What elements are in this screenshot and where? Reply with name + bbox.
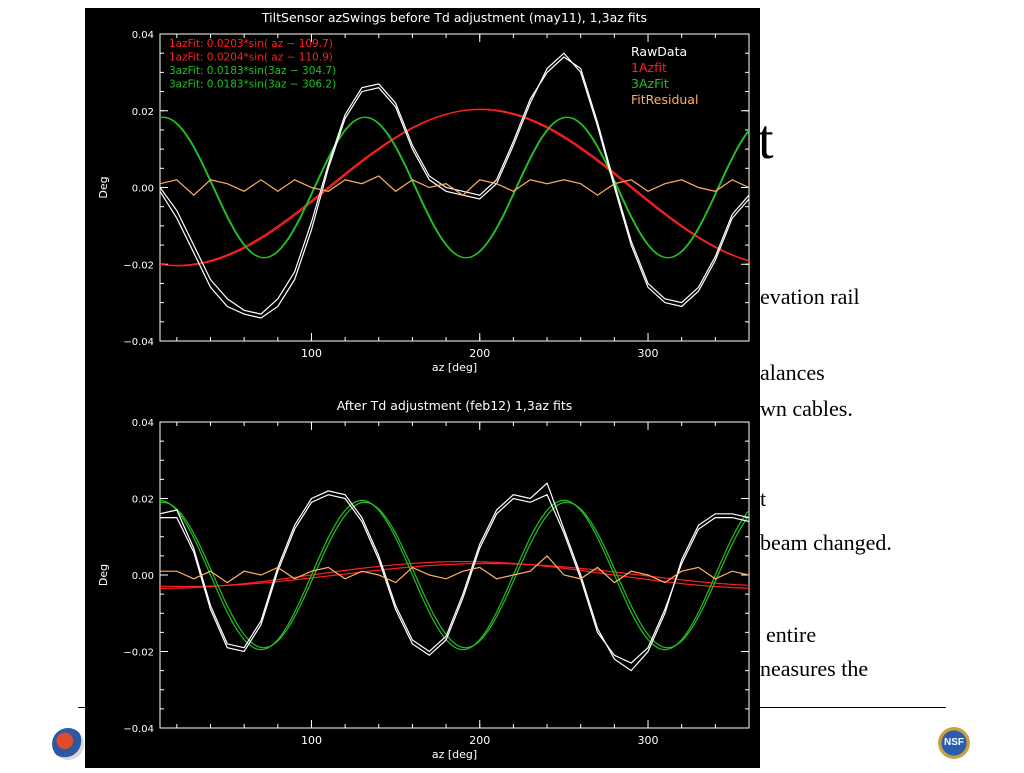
chart1-xtick-label: 300	[638, 347, 659, 360]
chart1-fit-annotation: 3azFit: 0.0183*sin(3az − 306.2)	[169, 79, 336, 91]
chart1-legend-entry: RawData	[631, 44, 687, 59]
chart1-series-1az-fit	[160, 108, 749, 267]
chart1-ytick-label: −0.02	[123, 260, 154, 271]
slide-text-2: alances	[760, 360, 825, 385]
plot-panel: TiltSensor azSwings before Td adjustment…	[85, 8, 760, 768]
chart1-xlabel: az [deg]	[432, 361, 477, 374]
slide-text-1: evation rail	[760, 284, 860, 309]
chart1-ytick-label: 0.04	[132, 30, 154, 41]
chart1-title: TiltSensor azSwings before Td adjustment…	[261, 10, 647, 25]
chart1-series-1az-fit	[160, 108, 749, 266]
chart1-series-3az-fit	[160, 116, 749, 259]
chart1-fit-annotation: 1azFit: 0.0203*sin( az − 109.7)	[169, 38, 333, 50]
slide-text-4: t	[760, 486, 767, 511]
chart1-legend-entry: 3AzFit	[631, 76, 669, 91]
chart1-fit-annotation: 1azFit: 0.0204*sin( az − 110.9)	[169, 52, 333, 64]
chart2-ytick-label: 0.00	[132, 571, 154, 582]
chart1-ytick-label: 0.00	[132, 184, 154, 195]
chart2-ytick-label: 0.04	[132, 418, 154, 429]
chart2-xtick-label: 300	[638, 734, 659, 747]
left-logo-icon	[52, 728, 84, 760]
chart2-ytick-label: −0.02	[123, 648, 154, 659]
chart2-series-raw-data	[160, 493, 749, 664]
chart1-xtick-label: 200	[469, 347, 490, 360]
chart1-ytick-label: 0.02	[132, 107, 154, 118]
chart2-xtick-label: 100	[301, 734, 322, 747]
chart2-series-3az-fit	[160, 501, 749, 649]
chart2-series-raw-data	[160, 482, 749, 672]
chart2-series-fit-residual	[160, 555, 749, 584]
chart2-ylabel: Deg	[97, 564, 110, 586]
chart1-ylabel: Deg	[97, 176, 110, 198]
nsf-logo-icon: NSF	[938, 727, 970, 759]
slide-title-fragment: t	[758, 109, 774, 171]
chart1-series-3az-fit	[160, 116, 749, 259]
chart1-legend-entry: 1Azfit	[631, 60, 667, 75]
chart1-series-raw-data	[160, 52, 749, 319]
chart1-xtick-label: 100	[301, 347, 322, 360]
chart2-xtick-label: 200	[469, 734, 490, 747]
chart1-legend-entry: FitResidual	[631, 92, 698, 107]
chart1-fit-annotation: 3azFit: 0.0183*sin(3az − 304.7)	[169, 65, 336, 77]
chart2-ytick-label: −0.04	[123, 724, 154, 735]
tilt-plots: TiltSensor azSwings before Td adjustment…	[97, 10, 750, 761]
slide-text-7: neasures the	[760, 656, 869, 681]
slide-text-6: entire	[766, 622, 817, 647]
chart2-xlabel: az [deg]	[432, 748, 477, 761]
chart2-ytick-label: 0.02	[132, 495, 154, 506]
chart1-series-fit-residual	[160, 175, 749, 197]
chart1-ytick-label: −0.04	[123, 337, 154, 348]
chart2-title: After Td adjustment (feb12) 1,3az fits	[337, 398, 573, 413]
chart2-series-1az-fit	[160, 560, 749, 590]
slide-text-3: wn cables.	[760, 396, 853, 421]
slide-text-5: beam changed.	[760, 530, 892, 555]
